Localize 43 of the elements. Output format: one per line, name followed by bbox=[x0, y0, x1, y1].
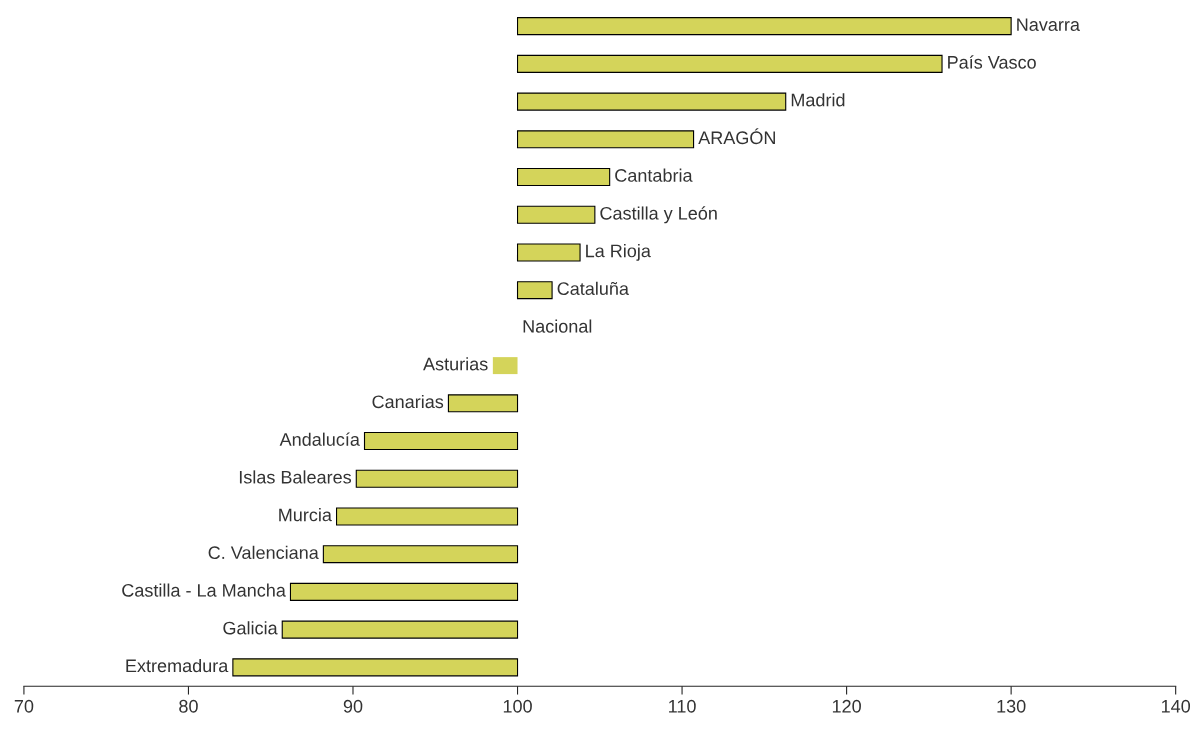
x-tick-label: 70 bbox=[14, 699, 34, 713]
y-tick-label: País Vasco bbox=[948, 55, 1036, 69]
y-tick-label: Castilla y León bbox=[600, 206, 717, 224]
x-tick-label: 80 bbox=[179, 699, 198, 713]
bar bbox=[492, 357, 518, 375]
bar bbox=[516, 243, 581, 262]
bar bbox=[232, 658, 519, 677]
bar bbox=[516, 130, 695, 149]
bar bbox=[289, 582, 519, 601]
bar bbox=[516, 167, 611, 187]
bar bbox=[355, 469, 519, 488]
y-tick-label: ARAGÓN bbox=[698, 128, 775, 145]
y-tick-label: Madrid bbox=[791, 93, 845, 107]
y-tick-label: Galicia bbox=[223, 621, 278, 635]
y-tick-label: Andalucía bbox=[279, 432, 360, 446]
y-tick-label: Navarra bbox=[1017, 18, 1080, 32]
y-tick-label: C. Valenciana bbox=[208, 545, 319, 560]
y-tick-label: Asturias bbox=[423, 357, 488, 371]
x-tick-label: 110 bbox=[669, 699, 696, 713]
x-tick-label: 130 bbox=[997, 699, 1026, 713]
y-tick-label: Cataluña bbox=[557, 281, 629, 296]
x-tick-label: 140 bbox=[1161, 699, 1191, 713]
x-tick-label: 100 bbox=[503, 699, 532, 713]
y-tick-label: Murcia bbox=[279, 508, 332, 522]
y-tick-label: Islas Baleares bbox=[239, 470, 352, 484]
bar bbox=[516, 281, 553, 300]
y-tick-label: Cantabria bbox=[615, 168, 693, 182]
y-tick-label: Castilla - La Mancha bbox=[122, 583, 286, 597]
y-tick-label: Nacional bbox=[523, 319, 592, 333]
bar bbox=[516, 205, 596, 224]
bar bbox=[363, 432, 519, 451]
bar bbox=[516, 54, 943, 73]
bar bbox=[516, 92, 787, 111]
bar bbox=[322, 545, 519, 564]
bar bbox=[281, 620, 519, 639]
y-tick-label: Canarias bbox=[372, 394, 444, 409]
bar bbox=[447, 394, 519, 413]
y-tick-label: La Rioja bbox=[586, 244, 651, 261]
bar bbox=[516, 17, 1012, 36]
bar bbox=[335, 507, 519, 526]
x-tick-label: 90 bbox=[343, 699, 363, 713]
x-tick-label: 120 bbox=[832, 699, 861, 713]
y-tick-label: Extremadura bbox=[126, 658, 229, 673]
